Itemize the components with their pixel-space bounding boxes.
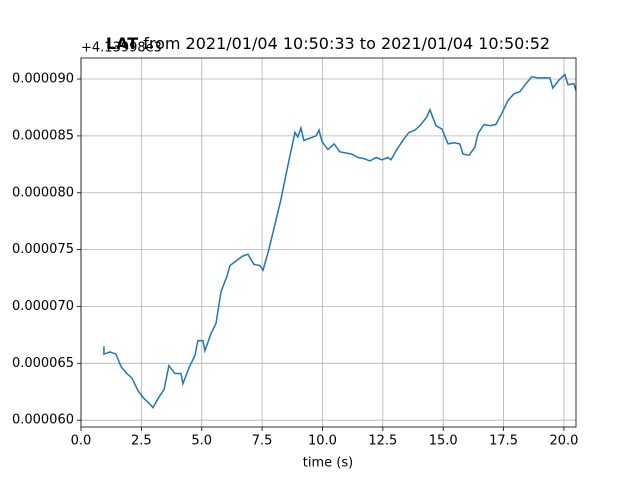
data-line (103, 73, 577, 409)
y-offset-label: +4.13998e3 (81, 41, 162, 56)
x-tick-label: 12.5 (368, 434, 397, 449)
title-rest: from 2021/01/04 10:50:33 to 2021/01/04 1… (143, 34, 550, 53)
y-tick-label: 0.000065 (12, 356, 74, 371)
y-tick-label: 0.000075 (12, 242, 74, 257)
title-bold: LAT (106, 34, 138, 53)
x-axis-label: time (s) (303, 456, 353, 471)
plot-frame (80, 57, 577, 428)
x-tick-label: 7.5 (252, 434, 273, 449)
chart-title: LAT from 2021/01/04 10:50:33 to 2021/01/… (106, 34, 550, 53)
y-tick-label: 0.000080 (12, 185, 74, 200)
y-tick-label: 0.000060 (12, 413, 74, 428)
x-tick-label: 10.0 (308, 434, 337, 449)
x-tick-label: 15.0 (429, 434, 458, 449)
y-tick-label: 0.000070 (12, 299, 74, 314)
x-tick-label: 2.5 (131, 434, 152, 449)
x-tick-label: 17.5 (489, 434, 518, 449)
x-tick-label: 5.0 (191, 434, 212, 449)
x-tick-label: 0.0 (71, 434, 92, 449)
y-tick-label: 0.000085 (12, 128, 74, 143)
x-tick-label: 20.0 (549, 434, 578, 449)
y-tick-label: 0.000090 (12, 72, 74, 87)
